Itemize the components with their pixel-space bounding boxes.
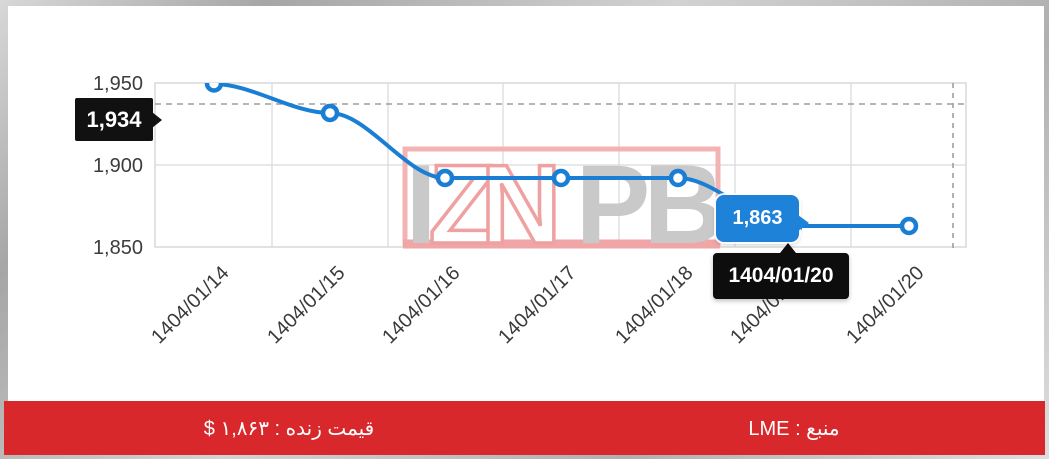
data-point-marker[interactable] (551, 168, 571, 188)
date-tooltip: 1404/01/20 (713, 243, 849, 299)
price-tooltip: 1,863 (716, 195, 809, 242)
reference-value-callout: 1,934 (75, 98, 162, 141)
watermark-letter: N (481, 142, 562, 267)
x-axis-label: 1404/01/15 (263, 262, 349, 348)
source-label: منبع : LME (748, 417, 840, 440)
x-axis-label: 1404/01/16 (378, 262, 464, 348)
reference-value-text: 1,934 (86, 106, 142, 132)
date-tooltip-text: 1404/01/20 (728, 264, 834, 287)
tooltip-arrow-right-icon (798, 215, 809, 231)
price-line-chart: I Z N P B 1,950 1,900 1,850 1404 (93, 73, 967, 348)
data-point-marker[interactable] (435, 168, 455, 188)
watermark-letter: P (576, 142, 651, 267)
price-tooltip-value: 1,863 (732, 207, 783, 229)
plot-grid (154, 82, 967, 248)
watermark-logo: I Z N P B (402, 140, 725, 269)
footer-bar: منبع : LME قیمت زنده : ۱,۸۶۳ $ (4, 401, 1045, 455)
x-axis-label: 1404/01/17 (494, 262, 580, 348)
y-axis-label: 1,950 (93, 73, 143, 95)
tooltip-arrow-up-icon (780, 243, 796, 253)
data-point-marker[interactable] (204, 77, 224, 93)
x-axis-label: 1404/01/18 (611, 262, 697, 348)
y-axis: 1,950 1,900 1,850 (93, 73, 143, 259)
x-axis-label: 1404/01/14 (147, 262, 233, 348)
y-axis-label: 1,850 (93, 237, 143, 259)
x-axis-label: 1404/01/20 (842, 262, 928, 348)
y-axis-label: 1,900 (93, 155, 143, 177)
data-point-marker[interactable] (320, 103, 340, 123)
live-price-label: قیمت زنده : ۱,۸۶۳ $ (203, 417, 375, 440)
watermark-letter: Z (429, 142, 497, 267)
callout-arrow-right-icon (152, 111, 162, 128)
data-point-marker[interactable] (899, 216, 919, 236)
data-point-marker[interactable] (668, 168, 688, 188)
watermark-letter: B (644, 142, 725, 267)
